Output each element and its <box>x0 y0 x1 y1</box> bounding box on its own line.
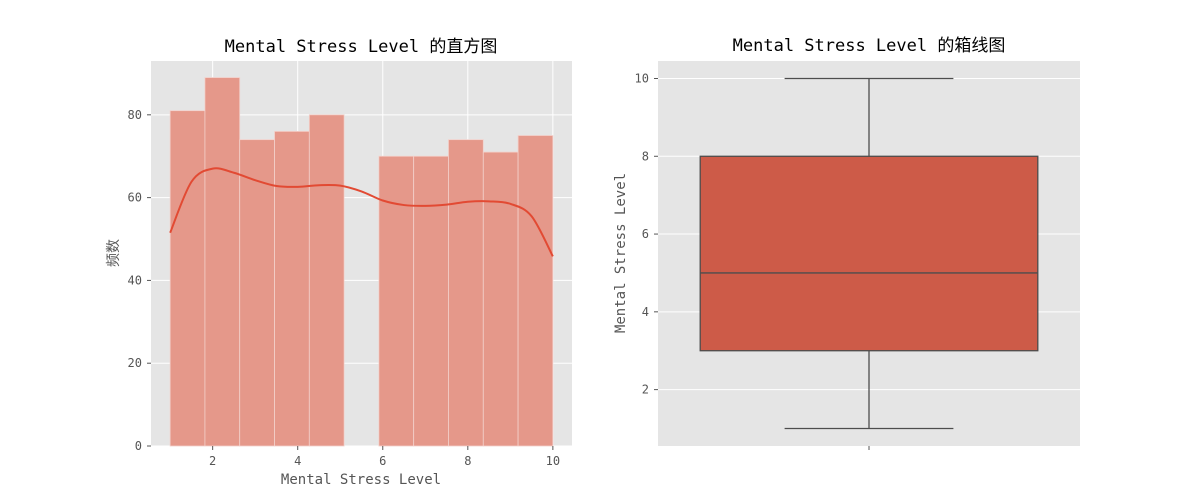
y-tick-label: 4 <box>642 305 649 319</box>
boxplot-body <box>699 77 1039 430</box>
kde-line <box>169 167 554 257</box>
y-tick-label: 20 <box>128 356 142 370</box>
histogram-bar <box>169 110 206 447</box>
histogram-title: Mental Stress Level 的直方图 <box>225 37 498 57</box>
histogram-bar <box>274 130 310 447</box>
histogram-bar <box>482 151 519 447</box>
histogram-bar <box>378 155 415 447</box>
y-tick-label: 0 <box>135 439 142 453</box>
x-tick-label: 6 <box>379 454 386 468</box>
y-tick-label: 8 <box>642 149 649 163</box>
x-tick-label: 8 <box>464 454 471 468</box>
histogram-bar <box>308 114 345 447</box>
histogram-ticks: 2 4 6 8 10 0 20 40 60 80 <box>128 108 561 468</box>
histogram-bar <box>413 155 449 447</box>
histogram-y-label: 频数 <box>106 239 122 267</box>
y-tick-label: 2 <box>642 383 649 397</box>
histogram-chart: 2 4 6 8 10 0 20 40 60 80 Mental Stress Level 的直方图… <box>106 37 572 488</box>
x-tick-label: 10 <box>546 454 560 468</box>
boxplot-chart: 2 4 6 8 10 Mental Stress Level 的箱线图 Mental S… <box>613 36 1080 450</box>
histogram-bar <box>239 139 275 447</box>
boxplot-y-label: Mental Stress Level <box>613 173 629 333</box>
histogram-bar <box>204 77 241 447</box>
y-tick-label: 60 <box>128 191 142 205</box>
boxplot-ticks: 2 4 6 8 10 <box>635 72 870 450</box>
x-tick-label: 4 <box>294 454 301 468</box>
y-tick-label: 10 <box>635 72 649 86</box>
boxplot-title: Mental Stress Level 的箱线图 <box>733 36 1006 56</box>
histogram-bar <box>448 139 484 447</box>
iqr-box <box>699 155 1039 352</box>
y-tick-label: 6 <box>642 227 649 241</box>
y-tick-label: 80 <box>128 108 142 122</box>
histogram-bar <box>517 135 554 447</box>
histogram-bars <box>169 77 554 447</box>
x-tick-label: 2 <box>209 454 216 468</box>
y-tick-label: 40 <box>128 273 142 287</box>
histogram-x-label: Mental Stress Level <box>281 472 441 488</box>
